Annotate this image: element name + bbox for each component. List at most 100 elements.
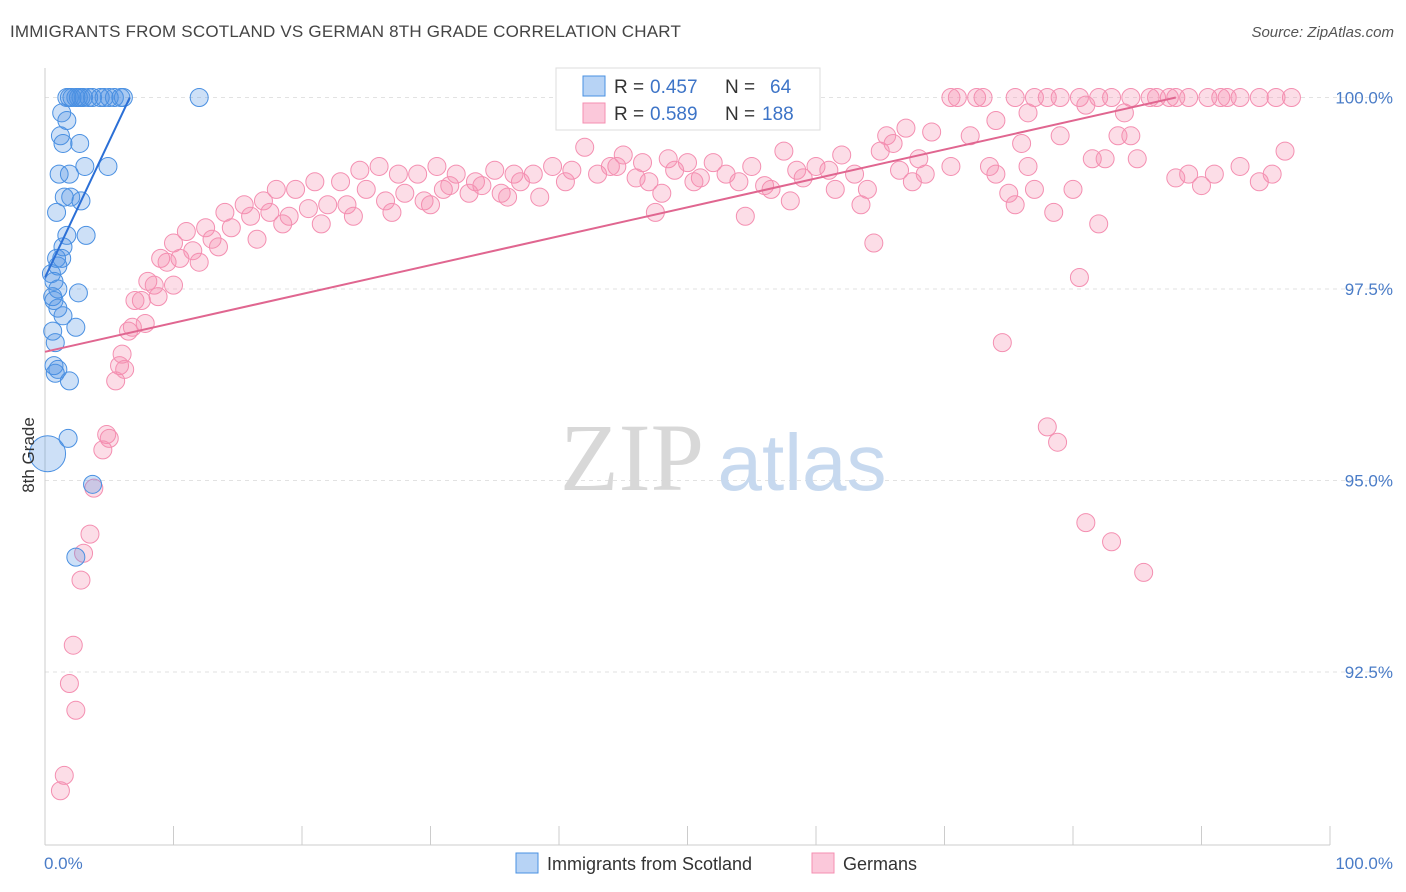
germans-point-141 (414, 191, 434, 211)
germans-point-148 (851, 195, 871, 215)
scotland-point-53 (41, 264, 61, 284)
scotland-point-21 (75, 156, 95, 176)
germans-point-42 (703, 153, 723, 173)
y-tick-label-3: 100.0% (1335, 89, 1393, 108)
germans-point-171 (1166, 168, 1186, 188)
germans-point-60 (331, 172, 351, 192)
germans-point-40 (787, 160, 807, 180)
scotland-point-14 (189, 88, 209, 107)
germans-point-166 (1179, 164, 1199, 184)
legend-r-label-germans: R = (614, 104, 644, 125)
bottom-legend-label-scotland: Immigrants from Scotland (547, 854, 752, 874)
germans-point-168 (1230, 156, 1250, 176)
scotland-points (29, 88, 209, 567)
germans-point-48 (562, 160, 582, 180)
germans-point-56 (408, 164, 428, 184)
germans-point-26 (1114, 103, 1134, 123)
germans-point-25 (1076, 95, 1096, 115)
germans-point-58 (369, 156, 389, 176)
germans-point-98 (890, 160, 910, 180)
germans-point-132 (164, 275, 183, 295)
scotland-point-19 (53, 133, 73, 153)
germans-point-32 (1012, 133, 1032, 153)
germans-point-180 (1102, 532, 1122, 552)
germans-point-65 (234, 195, 254, 215)
scotland-point-7 (83, 88, 103, 107)
germans-point-92 (729, 172, 749, 192)
scotland-point-43 (43, 321, 63, 341)
germans-point-154 (999, 183, 1019, 203)
legend-r-value-germans: 0.589 (650, 104, 698, 125)
germans-point-118 (125, 290, 145, 310)
germans-point-113 (202, 229, 222, 249)
germans-point-136 (575, 137, 595, 157)
germans-point-123 (459, 183, 479, 203)
germans-point-167 (1204, 164, 1224, 184)
germans-point-87 (613, 145, 633, 165)
germans-point-74 (112, 344, 132, 364)
scotland-point-9 (94, 88, 114, 107)
germans-point-36 (941, 156, 961, 176)
legend-n-value-germans: 188 (762, 104, 794, 125)
germans-point-19 (1159, 88, 1179, 107)
legend-swatch-scotland (582, 75, 606, 97)
germans-point-146 (780, 191, 800, 211)
germans-point-125 (382, 202, 402, 222)
bottom-legend-swatch-germans (811, 852, 835, 874)
scotland-point-26 (61, 187, 81, 207)
germans-point-122 (498, 187, 518, 207)
germans-point-55 (427, 156, 447, 176)
germans-point-149 (735, 206, 755, 226)
germans-point-152 (915, 164, 935, 184)
scotland-point-52 (66, 547, 86, 567)
germans-point-160 (1089, 214, 1109, 234)
germans-point-117 (144, 275, 164, 295)
germans-point-52 (485, 160, 505, 180)
germans-point-27 (986, 110, 1006, 130)
watermark: ZIP atlas (560, 404, 886, 511)
scotland-point-23 (98, 156, 118, 176)
germans-point-138 (555, 172, 575, 192)
y-tick-label-0: 92.5% (1345, 663, 1393, 682)
germans-point-173 (1024, 179, 1044, 199)
germans-point-174 (1005, 195, 1025, 215)
scotland-point-37 (68, 283, 88, 303)
germans-point-15 (1249, 88, 1269, 107)
germans-point-109 (279, 206, 299, 226)
germans-point-182 (1108, 126, 1128, 146)
germans-point-120 (110, 356, 130, 376)
scotland-point-10 (99, 88, 119, 107)
scotland-point-30 (76, 225, 96, 245)
germans-point-157 (1044, 202, 1064, 222)
germans-point-106 (337, 195, 357, 215)
germans-point-142 (626, 168, 646, 188)
germans-point-181 (1134, 562, 1154, 582)
germans-point-175 (1069, 268, 1089, 288)
legend-n-label-scotland: N = (725, 77, 755, 98)
germans-point-37 (774, 141, 794, 161)
germans-points (50, 88, 1301, 801)
germans-point-2 (1005, 88, 1025, 107)
scotland-point-42 (66, 317, 86, 337)
germans-point-88 (639, 172, 659, 192)
germans-point-158 (1063, 179, 1083, 199)
legend-n-label-germans: N = (725, 104, 755, 125)
bottom-legend-swatch-scotland (515, 852, 539, 874)
germans-point-31 (922, 122, 942, 142)
germans-point-81 (71, 570, 91, 590)
germans-point-41 (742, 156, 762, 176)
germans-point-51 (504, 164, 524, 184)
germans-point-61 (305, 172, 325, 192)
y-tick-label-1: 95.0% (1345, 472, 1393, 491)
watermark-atlas: atlas (718, 418, 887, 507)
y-tick-label-2: 97.5% (1345, 280, 1393, 299)
scotland-trendline (44, 97, 131, 278)
germans-point-29 (896, 118, 916, 138)
germans-point-172 (1192, 176, 1211, 196)
germans-point-105 (356, 179, 376, 199)
germans-point-83 (59, 673, 79, 693)
germans-point-111 (241, 206, 261, 226)
scotland-point-44 (45, 333, 65, 353)
germans-point-137 (600, 156, 620, 176)
germans-point-165 (1127, 149, 1147, 169)
